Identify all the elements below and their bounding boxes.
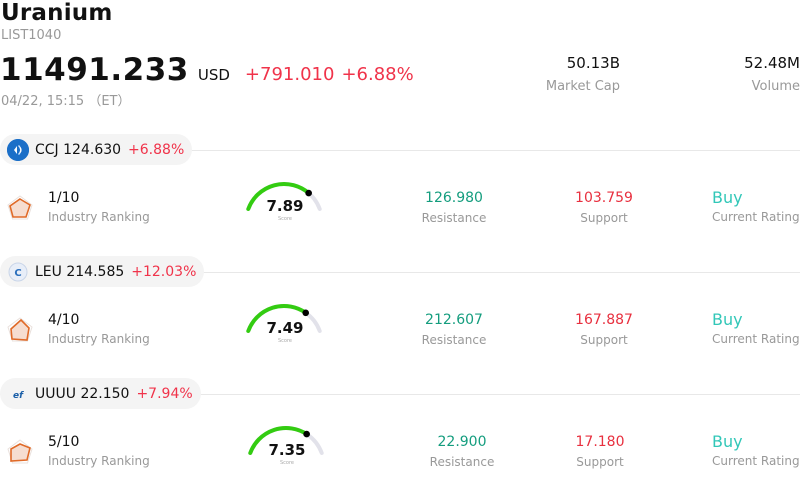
gauge-fill [246, 304, 308, 333]
svg-text:C: C [14, 268, 21, 279]
support-metric: 167.887 Support [566, 312, 642, 347]
score-value: 7.49 [266, 319, 304, 337]
stock-change-percent: +7.94% [136, 385, 193, 402]
resistance-value: 22.900 [437, 434, 487, 450]
market-cap-label: Market Cap [545, 79, 620, 94]
gauge-fill [246, 182, 311, 211]
stock-row-uuuu: 5/10 Industry Ranking 7.35 Score 22.900 … [0, 422, 800, 488]
support-label: Support [576, 455, 624, 469]
stock-price: 214.585 [66, 263, 125, 280]
resistance-value: 126.980 [425, 190, 483, 206]
volume-stat: 52.48M Volume [744, 54, 800, 94]
rating-label: Current Rating [712, 454, 800, 468]
stock-price: 124.630 [63, 141, 122, 158]
leu-logo-icon: C [7, 261, 29, 283]
current-rating: Buy Current Rating [712, 310, 800, 346]
support-value: 17.180 [575, 434, 625, 450]
rating-label: Current Rating [712, 332, 800, 346]
stock-ticker: UUUU [35, 385, 76, 402]
resistance-value: 212.607 [425, 312, 483, 328]
resistance-label: Resistance [421, 333, 487, 347]
gauge-fill [248, 426, 309, 455]
current-rating: Buy Current Rating [712, 432, 800, 468]
gauge-indicator-dot [302, 309, 310, 317]
sector-code: LIST1040 [1, 28, 62, 43]
industry-rank-label: Industry Ranking [48, 210, 150, 224]
uuuu-logo-icon: ef [7, 383, 29, 405]
support-label: Support [580, 211, 628, 225]
score-gauge: 7.89 Score [242, 178, 328, 228]
gauge-indicator-dot [303, 430, 310, 438]
section-divider [0, 394, 800, 395]
svg-text:ef: ef [13, 391, 24, 401]
gauge-indicator-dot [305, 189, 312, 197]
stock-row-leu: 4/10 Industry Ranking 7.49 Score 212.607… [0, 300, 800, 366]
ranking-pentagon-icon [6, 438, 34, 466]
score-label: Score [277, 338, 292, 344]
stock-ticker: CCJ [35, 141, 59, 158]
score-value: 7.35 [268, 441, 306, 459]
stock-pill-ccj[interactable]: CCJ 124.630 +6.88% [0, 134, 193, 165]
score-label: Score [279, 460, 294, 466]
stock-row-ccj: 1/10 Industry Ranking 7.89 Score 126.980… [0, 178, 800, 244]
stock-pill-leu[interactable]: C LEU 214.585 +12.03% [0, 256, 205, 287]
stock-price: 22.150 [80, 385, 130, 402]
score-gauge: 7.49 Score [242, 300, 328, 350]
resistance-metric: 22.900 Resistance [422, 434, 502, 469]
market-cap-stat: 50.13B Market Cap [546, 54, 620, 94]
support-label: Support [580, 333, 628, 347]
industry-rank-value: 1/10 [48, 190, 80, 206]
score-label: Score [277, 216, 292, 222]
rating-value: Buy [712, 432, 743, 451]
support-value: 167.887 [575, 312, 633, 328]
volume-value: 52.48M [744, 54, 800, 72]
section-divider [0, 272, 800, 273]
support-metric: 17.180 Support [562, 434, 638, 469]
stock-ticker: LEU [35, 263, 62, 280]
ranking-pentagon-icon [6, 316, 34, 344]
ccj-logo-icon [7, 138, 29, 161]
resistance-metric: 126.980 Resistance [414, 190, 494, 225]
ranking-pentagon-icon [6, 194, 34, 222]
current-rating: Buy Current Rating [712, 188, 800, 224]
industry-rank-label: Industry Ranking [48, 454, 150, 468]
price-change-percent: +6.88% [341, 64, 414, 85]
sector-price: 11491.233 [0, 52, 189, 88]
rating-value: Buy [712, 310, 743, 329]
resistance-metric: 212.607 Resistance [414, 312, 494, 347]
price-row: 11491.233 USD +791.010 +6.88% [0, 52, 414, 88]
market-cap-value: 50.13B [566, 54, 620, 72]
industry-rank-label: Industry Ranking [48, 332, 150, 346]
price-change: +791.010 [244, 64, 335, 85]
stock-change-percent: +6.88% [128, 141, 185, 158]
resistance-label: Resistance [429, 455, 495, 469]
score-gauge: 7.35 Score [244, 422, 330, 472]
support-metric: 103.759 Support [566, 190, 642, 225]
stock-change-percent: +12.03% [131, 263, 197, 280]
score-value: 7.89 [266, 197, 304, 215]
currency-label: USD [197, 66, 230, 84]
page-title: Uranium [1, 0, 113, 26]
industry-rank-value: 5/10 [48, 434, 80, 450]
timestamp: 04/22, 15:15 （ET） [1, 94, 131, 109]
rating-label: Current Rating [712, 210, 800, 224]
industry-rank-value: 4/10 [48, 312, 80, 328]
support-value: 103.759 [575, 190, 633, 206]
resistance-label: Resistance [421, 211, 487, 225]
volume-label: Volume [751, 79, 800, 94]
stock-pill-uuuu[interactable]: ef UUUU 22.150 +7.94% [0, 378, 201, 409]
section-divider [0, 150, 800, 151]
rating-value: Buy [712, 188, 743, 207]
